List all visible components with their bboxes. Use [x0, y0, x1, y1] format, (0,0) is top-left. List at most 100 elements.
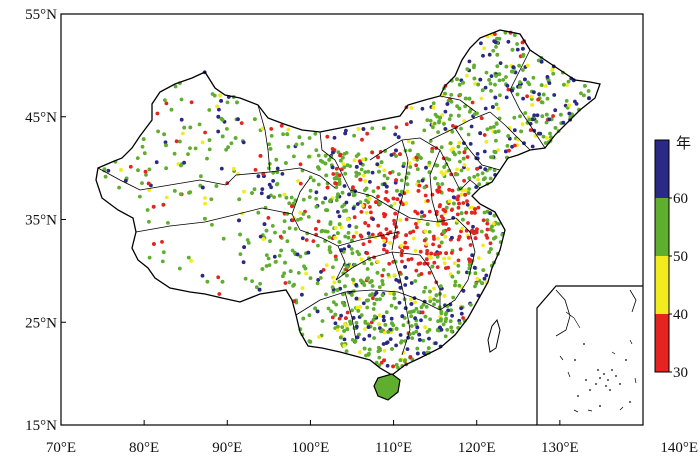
station-point	[496, 106, 501, 111]
station-point	[331, 172, 336, 176]
station-point	[443, 109, 448, 114]
station-point	[337, 316, 342, 321]
station-point	[392, 296, 397, 301]
station-point	[465, 155, 470, 159]
station-point	[573, 99, 577, 104]
station-point	[361, 157, 366, 162]
station-point	[327, 158, 332, 162]
station-point	[456, 205, 461, 210]
station-point	[119, 168, 123, 172]
x-tick-label: 120°E	[458, 440, 496, 456]
station-point	[472, 65, 476, 70]
station-point	[457, 321, 462, 325]
station-point	[413, 300, 417, 305]
y-tick-label: 15°N	[25, 418, 57, 434]
station-point	[347, 223, 352, 228]
station-point	[306, 250, 311, 255]
station-point	[495, 64, 500, 69]
station-point	[271, 179, 275, 183]
station-point	[311, 239, 316, 244]
station-point	[422, 351, 426, 355]
station-point	[406, 139, 411, 144]
station-point	[352, 158, 357, 163]
station-point	[354, 283, 359, 287]
station-point	[267, 142, 271, 147]
station-point	[398, 285, 403, 290]
station-point	[471, 224, 475, 229]
station-point	[358, 305, 363, 309]
station-point	[279, 248, 283, 253]
station-point	[453, 152, 457, 157]
station-point	[444, 156, 449, 161]
station-point	[473, 211, 477, 215]
station-point	[437, 244, 442, 249]
station-point	[586, 89, 591, 93]
station-point	[162, 132, 167, 137]
station-point	[415, 351, 420, 356]
station-point	[493, 95, 498, 100]
station-point	[481, 53, 485, 58]
station-point	[188, 146, 192, 151]
station-point	[467, 109, 472, 114]
station-point	[220, 134, 225, 139]
station-point	[246, 241, 251, 245]
station-point	[479, 41, 483, 46]
station-point	[479, 96, 484, 101]
station-point	[451, 124, 455, 128]
station-point	[532, 113, 537, 118]
station-point	[350, 238, 354, 243]
station-point	[392, 201, 397, 206]
station-point	[485, 236, 490, 240]
station-point	[334, 175, 339, 180]
station-point	[219, 166, 224, 171]
station-point	[432, 121, 437, 126]
station-point	[142, 151, 147, 156]
station-point	[264, 264, 269, 268]
station-point	[345, 265, 350, 269]
station-point	[439, 311, 444, 316]
station-point	[427, 160, 432, 165]
station-point	[440, 182, 445, 186]
station-point	[354, 225, 359, 230]
station-point	[199, 174, 203, 179]
station-point	[455, 212, 460, 217]
station-point	[354, 320, 359, 325]
station-point	[424, 165, 428, 170]
station-point	[287, 201, 292, 206]
station-point	[408, 355, 413, 359]
station-point	[333, 321, 338, 326]
station-point	[450, 274, 455, 279]
station-point	[443, 127, 448, 131]
station-point	[562, 82, 566, 87]
station-point	[435, 299, 440, 303]
station-point	[268, 147, 273, 151]
station-point	[381, 342, 386, 346]
station-point	[325, 134, 330, 139]
station-point	[143, 169, 148, 174]
station-point	[457, 234, 462, 239]
x-axis: 70°E 80°E 90°E 100°E 110°E 120°E 130°E 140°E	[46, 420, 698, 456]
station-point	[395, 188, 399, 193]
station-point	[351, 278, 356, 282]
station-point	[237, 197, 242, 202]
station-point	[376, 155, 380, 160]
station-point	[404, 276, 409, 280]
station-point	[380, 293, 385, 297]
station-point	[408, 165, 413, 169]
station-point	[282, 271, 287, 276]
station-point	[504, 149, 508, 154]
station-point	[476, 82, 481, 87]
station-point	[396, 135, 401, 140]
station-point	[409, 120, 413, 124]
station-point	[186, 152, 190, 157]
station-point	[307, 313, 312, 318]
station-point	[460, 226, 464, 231]
station-point	[282, 192, 287, 197]
station-point	[479, 116, 484, 120]
station-point	[295, 252, 300, 257]
station-point	[493, 32, 497, 36]
station-point	[415, 167, 420, 172]
station-point	[369, 279, 374, 283]
station-point	[559, 112, 563, 117]
station-point	[343, 234, 348, 239]
